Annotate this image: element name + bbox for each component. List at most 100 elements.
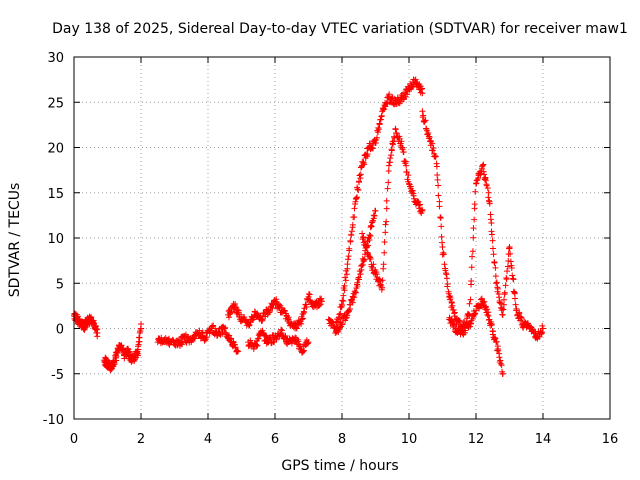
data-point	[478, 295, 485, 302]
data-point	[225, 314, 232, 321]
data-point	[492, 335, 499, 342]
data-point	[510, 276, 517, 283]
data-point	[499, 311, 506, 318]
data-point	[353, 194, 360, 201]
data-point	[434, 176, 441, 183]
data-point	[94, 333, 101, 340]
data-point	[295, 338, 302, 345]
data-point	[488, 220, 495, 227]
data-point	[365, 250, 372, 257]
data-point	[466, 312, 473, 319]
data-point	[444, 280, 451, 287]
data-point	[506, 245, 513, 252]
data-point	[344, 309, 351, 316]
data-point	[435, 192, 442, 199]
data-point	[493, 280, 500, 287]
data-point	[364, 151, 371, 158]
data-point	[330, 320, 337, 327]
data-point	[426, 133, 433, 140]
data-point	[370, 261, 377, 268]
x-tick-label: 14	[535, 432, 552, 447]
data-point	[489, 331, 496, 338]
data-point	[482, 177, 489, 184]
data-point	[432, 153, 439, 160]
data-point	[455, 317, 462, 324]
data-point	[232, 300, 239, 307]
data-point	[361, 161, 368, 168]
data-point	[496, 294, 503, 301]
data-point	[341, 282, 348, 289]
data-point	[348, 228, 355, 235]
data-point	[351, 214, 358, 221]
data-point	[388, 152, 395, 159]
data-point	[368, 222, 375, 229]
data-point	[480, 299, 487, 306]
data-point	[317, 301, 324, 308]
data-point	[118, 342, 125, 349]
data-point	[208, 323, 215, 330]
data-point	[508, 264, 515, 271]
data-point	[398, 138, 405, 145]
data-point	[374, 134, 381, 141]
data-point	[343, 271, 350, 278]
data-point	[135, 341, 142, 348]
data-point	[293, 324, 300, 331]
data-point	[372, 207, 379, 214]
y-tick-label: 10	[47, 232, 64, 247]
data-point	[443, 275, 450, 282]
data-point	[357, 164, 364, 171]
data-point	[379, 277, 386, 284]
data-point	[448, 315, 455, 322]
data-point	[389, 141, 396, 148]
data-point	[481, 298, 488, 305]
data-point	[467, 320, 474, 327]
data-point	[234, 348, 241, 355]
data-point	[351, 294, 358, 301]
data-point	[138, 325, 145, 332]
data-point	[486, 200, 493, 207]
data-point	[221, 325, 228, 332]
data-point	[516, 310, 523, 317]
data-point	[235, 307, 242, 314]
data-point	[430, 145, 437, 152]
data-point	[340, 298, 347, 305]
data-point	[512, 301, 519, 308]
data-point	[376, 121, 383, 128]
data-point	[254, 342, 261, 349]
data-point	[438, 233, 445, 240]
y-tick-label: 20	[47, 142, 64, 157]
y-tick-label: 0	[56, 323, 64, 338]
data-point	[339, 297, 346, 304]
data-point	[375, 126, 382, 133]
data-point	[392, 125, 399, 132]
data-point	[466, 300, 473, 307]
chart-title: Day 138 of 2025, Sidereal Day-to-day VTE…	[52, 21, 628, 37]
x-tick-label: 12	[468, 432, 485, 447]
data-point	[468, 264, 475, 271]
data-point	[429, 140, 436, 147]
x-tick-label: 2	[137, 432, 145, 447]
data-point	[345, 253, 352, 260]
data-point	[383, 197, 390, 204]
data-point	[103, 356, 110, 363]
data-point	[346, 247, 353, 254]
data-point	[470, 225, 477, 232]
data-point	[418, 210, 425, 217]
y-axis-label: SDTVAR / TECUs	[7, 183, 23, 298]
data-point	[349, 299, 356, 306]
data-point	[471, 216, 478, 223]
data-point	[300, 348, 307, 355]
data-point	[348, 232, 355, 239]
data-point	[464, 311, 471, 318]
data-point	[378, 112, 385, 119]
data-point	[491, 259, 498, 266]
data-point	[496, 299, 503, 306]
data-point	[419, 85, 426, 92]
data-point	[362, 238, 369, 245]
data-point	[301, 347, 308, 354]
data-point	[403, 162, 410, 169]
data-point	[511, 295, 518, 302]
data-point	[471, 201, 478, 208]
data-point	[344, 261, 351, 268]
data-point	[358, 266, 365, 273]
